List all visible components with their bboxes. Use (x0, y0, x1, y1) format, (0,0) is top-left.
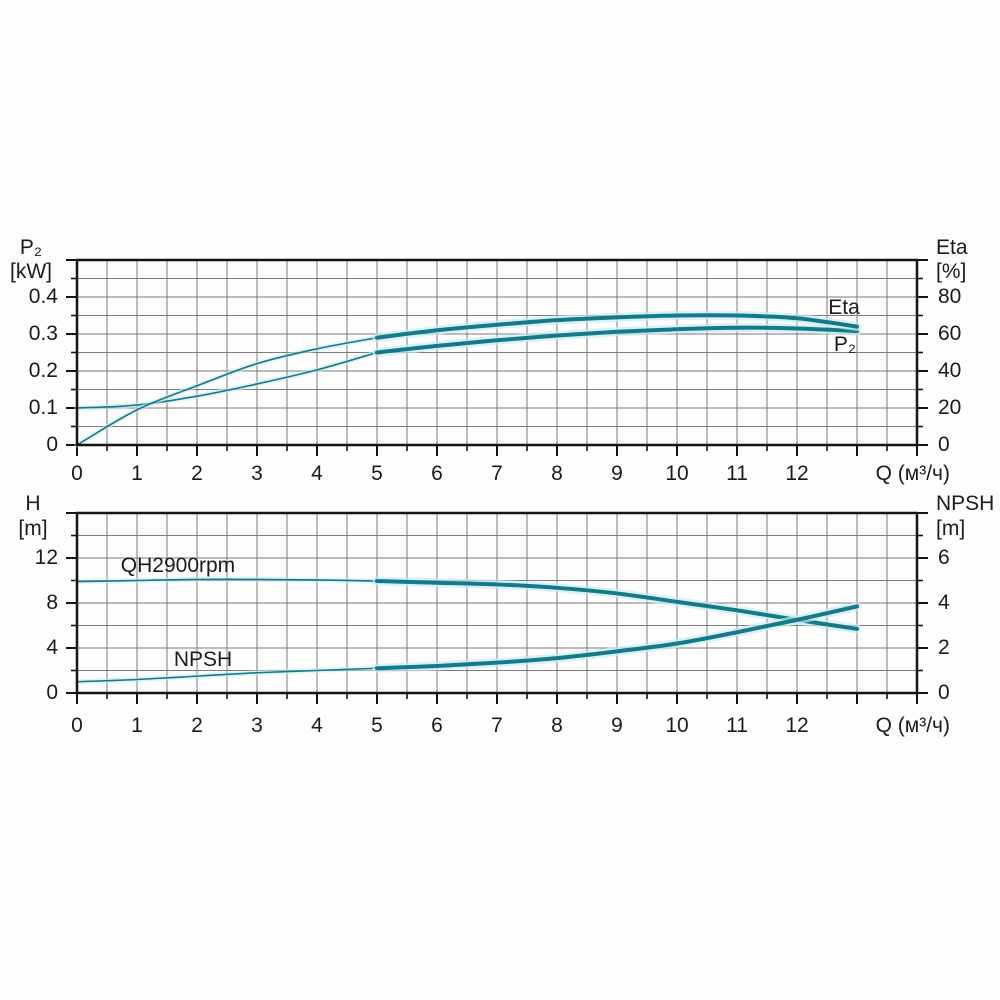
y-right-tick-label: 40 (938, 359, 962, 382)
x-tick-label: 6 (431, 714, 443, 737)
y-left-tick-label: 12 (34, 546, 58, 569)
y-left-tick-label: 0 (46, 433, 58, 456)
Eta-curve (375, 313, 859, 340)
y-right-tick-label: 0 (938, 433, 950, 456)
x-tick-label: 8 (551, 714, 563, 737)
x-tick-label: 7 (491, 714, 503, 737)
bottom-left-axis-title: H (25, 492, 41, 515)
y-right-tick-label: 0 (938, 681, 950, 704)
Eta-curve-thin (76, 336, 378, 446)
bottom-right-axis-title: NPSH (936, 492, 995, 515)
plot-border (75, 511, 919, 695)
NPSH-curve (375, 604, 859, 671)
y-left-tick-label: 0.4 (28, 285, 58, 308)
y-right-tick-label: 2 (938, 636, 950, 659)
y-right-tick-label: 6 (938, 546, 950, 569)
QH2900rpm-curve (375, 579, 859, 631)
npsh-curve-label: NPSH (173, 648, 233, 671)
qh-curve-label: QH2900rpm (120, 554, 236, 577)
P2-curve (375, 325, 859, 355)
x-tick-label: 5 (371, 462, 383, 485)
x-tick-label: 12 (785, 462, 809, 485)
x-tick-label: 8 (551, 462, 563, 485)
p2-curve-label: P₂ (833, 333, 857, 356)
plot-border (75, 258, 919, 447)
x-tick-label: 6 (431, 462, 443, 485)
x-tick-label: 7 (491, 462, 503, 485)
x-tick-label: 4 (311, 714, 323, 737)
y-right-tick-label: 60 (938, 322, 962, 345)
bottom-left-axis-unit: [m] (18, 517, 48, 540)
x-tick-label: 12 (785, 714, 809, 737)
y-left-tick-label: 0 (46, 681, 58, 704)
x-tick-label: 2 (191, 714, 203, 737)
x-tick-label: 10 (665, 714, 689, 737)
top-left-axis-title: P₂ (19, 236, 43, 259)
y-left-tick-label: 0.2 (28, 359, 58, 382)
x-tick-label: 1 (131, 714, 143, 737)
y-right-tick-label: 80 (938, 285, 962, 308)
y-right-tick-label: 20 (938, 396, 962, 419)
y-left-tick-label: 8 (46, 591, 58, 614)
x-tick-label: 5 (371, 714, 383, 737)
y-left-tick-label: 0.3 (28, 322, 58, 345)
top-left-axis-unit: [kW] (10, 260, 52, 283)
x-tick-label: 9 (611, 462, 623, 485)
y-right-tick-label: 4 (938, 591, 950, 614)
x-tick-label: 11 (726, 462, 748, 485)
bottom-x-axis-title: Q (м³/ч) (875, 714, 950, 737)
x-tick-label: 4 (311, 462, 323, 485)
y-left-tick-label: 0.1 (28, 396, 58, 419)
x-tick-label: 9 (611, 714, 623, 737)
y-left-tick-label: 4 (46, 636, 58, 659)
x-tick-label: 0 (71, 462, 83, 485)
QH2900rpm-curve-thin (76, 578, 378, 583)
x-tick-label: 0 (71, 714, 83, 737)
eta-curve-label: Eta (828, 296, 860, 319)
bottom-right-axis-unit: [m] (936, 517, 966, 540)
x-tick-label: 1 (131, 462, 143, 485)
x-tick-label: 11 (726, 714, 748, 737)
NPSH-curve-thin (76, 667, 378, 683)
x-tick-label: 10 (665, 462, 689, 485)
x-tick-label: 3 (251, 462, 263, 485)
top-x-axis-title: Q (м³/ч) (875, 462, 950, 485)
x-tick-label: 2 (191, 462, 203, 485)
x-tick-label: 3 (251, 714, 263, 737)
top-right-axis-title: Eta (936, 236, 968, 259)
top-right-axis-unit: [%] (936, 260, 967, 283)
P2-curve-thin (76, 351, 378, 409)
